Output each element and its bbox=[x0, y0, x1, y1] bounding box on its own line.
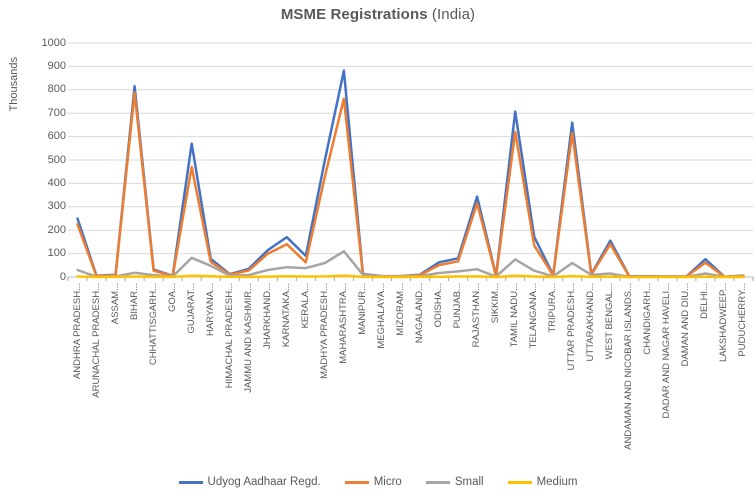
y-tick-label: 1000 bbox=[41, 36, 66, 49]
x-axis-label: MAHARASHTRA... bbox=[337, 283, 349, 364]
x-axis-label: DADAR AND NAGAR HAVELI... bbox=[661, 283, 673, 419]
legend-line-swatch bbox=[344, 480, 369, 484]
x-axis-label: TRIPURA... bbox=[547, 283, 559, 333]
x-axis-label: BIHAR... bbox=[128, 283, 140, 320]
chart-title-suffix: (India) bbox=[427, 6, 476, 23]
legend-item-micro[interactable]: Micro bbox=[344, 476, 402, 488]
legend-line-swatch bbox=[507, 480, 532, 484]
x-axis-label: DELHI... bbox=[699, 283, 711, 319]
x-axis-label: LAKSHADWEEP... bbox=[718, 283, 730, 363]
x-axis-label: MEGHALAYA... bbox=[375, 283, 387, 349]
x-axis-label: UTTAR PRADESH... bbox=[566, 283, 578, 371]
legend-item-small[interactable]: Small bbox=[425, 476, 484, 488]
y-tick-label: 600 bbox=[47, 130, 66, 143]
x-axis-label: KERALA... bbox=[299, 283, 311, 329]
x-axis-label: ANDHRA PRADESH... bbox=[71, 283, 83, 380]
x-axis-label: RAJASTHAN... bbox=[471, 283, 483, 348]
chart-legend: Udyog Aadhaar Regd. Micro Small Medium bbox=[0, 476, 756, 488]
x-axis-label: ARUNACHAL PRADESH... bbox=[90, 283, 102, 398]
y-tick-label: 0 bbox=[59, 270, 66, 283]
x-axis-label: PUDUCHERRY... bbox=[737, 283, 749, 357]
legend-line-swatch bbox=[178, 480, 203, 484]
x-axis-label: TELANGANA... bbox=[528, 283, 540, 349]
x-axis-label: CHHATTISGARH... bbox=[147, 283, 159, 366]
x-axis-label: MANIPUR... bbox=[356, 283, 368, 335]
x-axis-label: ANDAMAN AND NICOBAR ISLANDS... bbox=[623, 283, 635, 450]
x-axis-label: ODISHA... bbox=[433, 283, 445, 328]
y-tick-label: 100 bbox=[47, 247, 66, 260]
legend-item-udyog-aadhaar-regd[interactable]: Udyog Aadhaar Regd. bbox=[178, 476, 321, 488]
y-tick-label: 900 bbox=[47, 59, 66, 72]
x-axis-label: TAMIL NADU... bbox=[509, 283, 521, 348]
x-axis-label: GUJARAT... bbox=[185, 283, 197, 334]
legend-item-medium[interactable]: Medium bbox=[507, 476, 578, 488]
chart-title: MSME Registrations (India) bbox=[0, 6, 756, 23]
series-line-micro[interactable] bbox=[76, 91, 745, 279]
y-tick-label: 500 bbox=[47, 153, 66, 166]
legend-label: Udyog Aadhaar Regd. bbox=[207, 476, 321, 488]
x-axis-label: PUNJAB... bbox=[452, 283, 464, 329]
y-tick-label: 700 bbox=[47, 106, 66, 119]
x-axis-label: JAMMU AND KASHMIR... bbox=[242, 283, 254, 393]
x-axis-label: JHARKHAND... bbox=[261, 283, 273, 349]
x-axis-label: CHANDIGARH... bbox=[642, 283, 654, 355]
x-axis-label: ASSAM... bbox=[109, 283, 121, 325]
series-line-medium[interactable] bbox=[76, 274, 745, 279]
legend-label: Small bbox=[454, 476, 484, 488]
y-tick-label: 300 bbox=[47, 200, 66, 213]
x-axis-label: WEST BENGAL... bbox=[604, 283, 616, 360]
x-axis-label: SIKKIM... bbox=[490, 283, 502, 324]
y-tick-label: 200 bbox=[47, 223, 66, 236]
legend-line-swatch bbox=[425, 480, 450, 484]
legend-label: Medium bbox=[536, 476, 578, 488]
x-axis-label: DAMAN AND DIU... bbox=[680, 283, 692, 367]
x-axis-label: HIMACHAL PRADESH... bbox=[223, 283, 235, 389]
y-tick-label: 400 bbox=[47, 176, 66, 189]
x-axis-label: MADHYA PRADESH... bbox=[318, 283, 330, 379]
x-axis-label: UTTARAKHAND... bbox=[585, 283, 597, 362]
x-axis-label: GOA... bbox=[166, 283, 178, 313]
x-axis-label: MIZORAM... bbox=[394, 283, 406, 336]
x-axis-label: KARNATAKA... bbox=[280, 283, 292, 348]
x-axis-label: HARYANA... bbox=[204, 283, 216, 336]
legend-label: Micro bbox=[373, 476, 402, 488]
x-axis-label: NAGALAND... bbox=[414, 283, 425, 344]
y-tick-label: 800 bbox=[47, 83, 66, 96]
chart-title-main: MSME Registrations bbox=[280, 6, 428, 23]
